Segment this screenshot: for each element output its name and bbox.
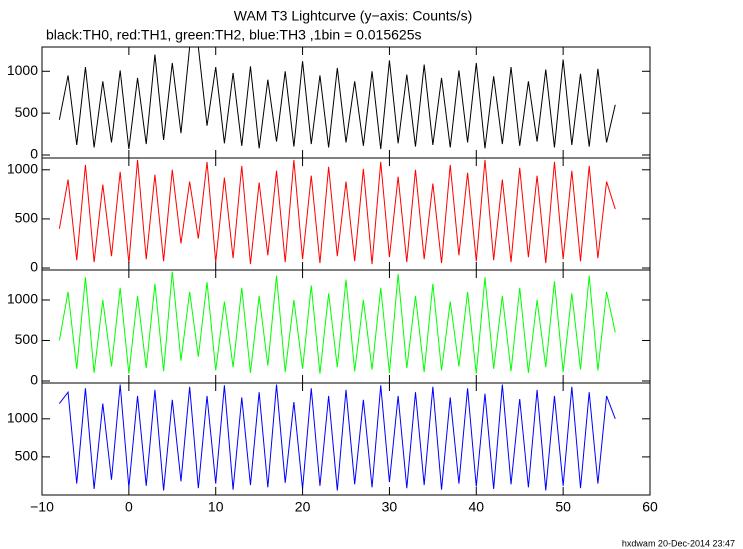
data-line xyxy=(58,271,616,374)
data-line xyxy=(58,384,616,491)
data-line xyxy=(58,159,616,265)
chart-title: WAM T3 Lightcurve (y−axis: Counts/s) xyxy=(234,8,472,24)
x-tick-label: 60 xyxy=(642,499,658,515)
x-tick-label: −10 xyxy=(30,499,54,515)
y-tick-label: 0 xyxy=(30,372,38,388)
x-tick-label: 10 xyxy=(208,499,224,515)
x-tick-label: 40 xyxy=(468,499,484,515)
y-tick-label: 1000 xyxy=(7,410,38,426)
x-tick-label: 0 xyxy=(125,499,133,515)
y-tick-label: 500 xyxy=(15,104,39,120)
chart-subtitle: black:TH0, red:TH1, green:TH2, blue:TH3 … xyxy=(46,27,421,43)
y-tick-label: 1000 xyxy=(7,62,38,78)
y-tick-label: 500 xyxy=(15,448,39,464)
panel-frame xyxy=(41,382,651,496)
x-tick-label: 30 xyxy=(382,499,398,515)
y-tick-label: 500 xyxy=(15,210,39,226)
y-tick-label: 500 xyxy=(15,331,39,347)
y-tick-label: 0 xyxy=(30,259,38,275)
y-tick-label: 1000 xyxy=(7,160,38,176)
footer: hxdwam 20-Dec-2014 23:47 xyxy=(622,538,735,548)
x-tick-label: 20 xyxy=(295,499,311,515)
y-tick-label: 1000 xyxy=(7,291,38,307)
y-tick-label: 0 xyxy=(30,146,38,162)
x-tick-label: 50 xyxy=(555,499,571,515)
data-line xyxy=(58,47,616,150)
